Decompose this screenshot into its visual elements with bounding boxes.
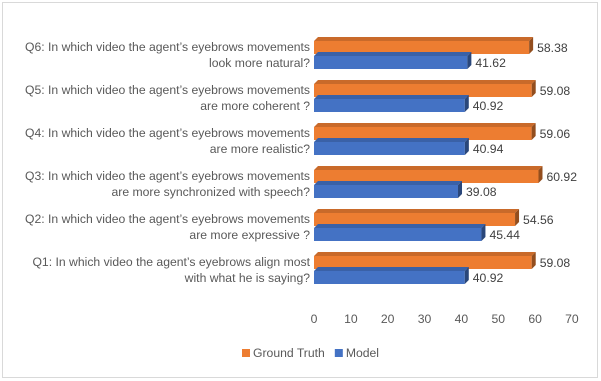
bar-top-ground-truth [314, 209, 520, 213]
chart-frame: Q6: In which video the agent’s eyebrows … [2, 2, 598, 378]
bar-top-ground-truth [314, 166, 543, 170]
x-tick-label: 0 [311, 312, 318, 326]
legend-label-ground-truth: Ground Truth [253, 346, 325, 360]
category-label-line: Q2: In which video the agent’s eyebrows … [25, 212, 310, 226]
data-label: 40.94 [473, 142, 504, 156]
bar-chart: Q6: In which video the agent’s eyebrows … [25, 37, 579, 360]
data-label: 45.44 [489, 228, 520, 242]
category-label-line: are more expressive ? [189, 228, 310, 242]
x-tick-label: 50 [491, 312, 505, 326]
bar-ground-truth [314, 213, 516, 226]
x-tick-label: 30 [418, 312, 432, 326]
x-tick-label: 20 [381, 312, 395, 326]
category-label: Q4: In which video the agent’s eyebrows … [25, 126, 310, 156]
category-label-line: Q1: In which video the agent’s eyebrows … [32, 255, 310, 269]
category-label-line: look more natural? [209, 56, 310, 70]
bar-ground-truth [314, 127, 532, 140]
category-label: Q6: In which video the agent’s eyebrows … [25, 40, 310, 70]
bar-side-ground-truth [531, 123, 536, 140]
category-label-line: are more coherent ? [200, 99, 310, 113]
bar-model [314, 228, 482, 241]
bar-side-ground-truth [515, 209, 520, 226]
bar-side-model [481, 224, 486, 241]
data-label: 40.92 [473, 271, 504, 285]
bar-side-model [464, 267, 469, 284]
x-tick-label: 60 [528, 312, 542, 326]
category-label: Q5: In which video the agent’s eyebrows … [25, 83, 310, 113]
data-label: 58.38 [537, 41, 568, 55]
category-label-line: are more realistic? [210, 142, 310, 156]
bar-side-ground-truth [531, 80, 536, 97]
category-label-line: are more synchronized with speech? [112, 185, 311, 199]
data-label: 59.06 [540, 127, 571, 141]
x-tick-label: 40 [455, 312, 469, 326]
bar-side-ground-truth [529, 37, 534, 54]
bar-top-model [314, 95, 469, 99]
data-label: 41.62 [475, 56, 506, 70]
category-label: Q1: In which video the agent’s eyebrows … [32, 255, 310, 285]
bar-model [314, 271, 465, 284]
bar-ground-truth [314, 170, 539, 183]
data-label: 60.92 [546, 170, 577, 184]
bar-ground-truth [314, 256, 532, 269]
category-label-line: Q5: In which video the agent’s eyebrows … [25, 83, 310, 97]
bar-top-model [314, 181, 463, 185]
legend-swatch-model [334, 349, 343, 357]
bar-ground-truth [314, 84, 532, 97]
bar-side-model [464, 95, 469, 112]
bar-side-ground-truth [538, 166, 543, 183]
bar-model [314, 185, 459, 198]
bar-ground-truth [314, 41, 530, 54]
category-label-line: Q6: In which video the agent’s eyebrows … [25, 40, 310, 54]
bar-top-model [314, 267, 469, 271]
bar-model [314, 99, 465, 112]
category-label: Q2: In which video the agent’s eyebrows … [25, 212, 310, 242]
category-label-line: with what he is saying? [184, 271, 311, 285]
data-label: 39.08 [466, 185, 497, 199]
data-label: 54.56 [523, 213, 554, 227]
bar-side-model [458, 181, 463, 198]
bar-side-model [464, 138, 469, 155]
bar-side-ground-truth [531, 252, 536, 269]
bar-top-ground-truth [314, 252, 536, 256]
x-tick-label: 10 [344, 312, 358, 326]
legend-label-model: Model [346, 346, 379, 360]
category-label-line: Q3: In which video the agent’s eyebrows … [25, 169, 310, 183]
data-label: 59.08 [540, 256, 571, 270]
data-label: 40.92 [473, 99, 504, 113]
bar-top-ground-truth [314, 37, 534, 41]
legend-swatch-ground-truth [242, 349, 250, 357]
bar-model [314, 142, 465, 155]
bar-top-model [314, 224, 486, 228]
data-label: 59.08 [540, 84, 571, 98]
bar-top-ground-truth [314, 80, 536, 84]
bar-top-ground-truth [314, 123, 536, 127]
bar-top-model [314, 52, 472, 56]
bar-top-model [314, 138, 469, 142]
bar-model [314, 56, 468, 69]
category-label-line: Q4: In which video the agent’s eyebrows … [25, 126, 310, 140]
category-label: Q3: In which video the agent’s eyebrows … [25, 169, 310, 199]
x-tick-label: 70 [565, 312, 579, 326]
bar-side-model [467, 52, 472, 69]
